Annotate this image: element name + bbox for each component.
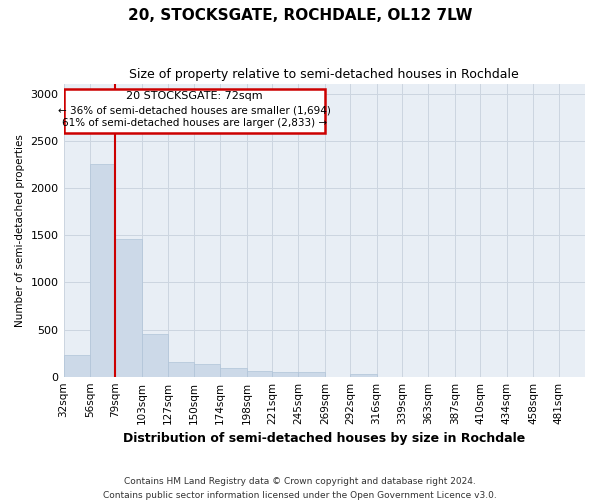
Text: 20, STOCKSGATE, ROCHDALE, OL12 7LW: 20, STOCKSGATE, ROCHDALE, OL12 7LW	[128, 8, 472, 22]
Bar	[142, 334, 168, 376]
Title: Size of property relative to semi-detached houses in Rochdale: Size of property relative to semi-detach…	[130, 68, 519, 80]
Bar	[272, 372, 298, 376]
Text: 61% of semi-detached houses are larger (2,833) →: 61% of semi-detached houses are larger (…	[62, 118, 327, 128]
Bar	[298, 372, 325, 376]
Y-axis label: Number of semi-detached properties: Number of semi-detached properties	[15, 134, 25, 327]
Bar	[247, 371, 272, 376]
Bar	[168, 362, 194, 376]
Bar	[115, 239, 142, 376]
Text: Contains HM Land Registry data © Crown copyright and database right 2024.
Contai: Contains HM Land Registry data © Crown c…	[103, 478, 497, 500]
FancyBboxPatch shape	[64, 89, 325, 132]
X-axis label: Distribution of semi-detached houses by size in Rochdale: Distribution of semi-detached houses by …	[123, 432, 526, 445]
Text: ← 36% of semi-detached houses are smaller (1,694): ← 36% of semi-detached houses are smalle…	[58, 105, 331, 115]
Bar	[350, 374, 377, 376]
Text: 20 STOCKSGATE: 72sqm: 20 STOCKSGATE: 72sqm	[126, 91, 262, 101]
Bar	[220, 368, 247, 376]
Bar	[64, 354, 90, 376]
Bar	[90, 164, 115, 376]
Bar	[194, 364, 220, 376]
